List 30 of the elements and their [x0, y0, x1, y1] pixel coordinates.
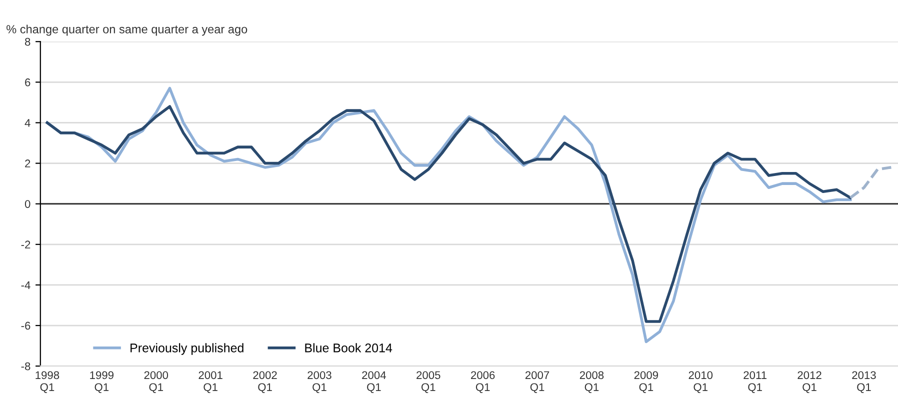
x-tick-label: 2011 Q1 — [744, 371, 766, 394]
line-series — [848, 166, 893, 200]
legend-label: Blue Book 2014 — [305, 343, 392, 352]
y-tick-label: -2 — [21, 240, 30, 248]
x-tick-label: 2006 Q1 — [471, 371, 495, 394]
y-tick-label: 2 — [25, 160, 30, 168]
y-tick-label: -4 — [21, 281, 30, 289]
legend-label: Previously published — [130, 343, 244, 355]
y-tick-label: -6 — [21, 322, 30, 330]
x-tick-label: 2003 Q1 — [308, 371, 332, 394]
x-tick-label: 1998 Q1 — [36, 371, 60, 394]
y-tick-label: -8 — [21, 362, 30, 370]
y-tick-label: 4 — [24, 119, 30, 127]
y-tick-label: 6 — [25, 78, 30, 86]
x-tick-label: 2009 Q1 — [634, 371, 658, 394]
x-tick-label: 2001 Q1 — [198, 371, 222, 394]
x-tick-label: 2013 Q1 — [852, 371, 876, 394]
x-tick-label: 2002 Q1 — [253, 371, 277, 394]
x-tick-label: 2008 Q1 — [580, 371, 604, 394]
y-tick-label: 8 — [24, 38, 30, 46]
x-tick-label: 2005 Q1 — [416, 371, 440, 394]
x-tick-label: 1999 Q1 — [90, 371, 114, 394]
x-tick-label: 2012 Q1 — [798, 371, 822, 394]
x-tick-label: 2007 Q1 — [525, 371, 550, 394]
x-tick-label: 2004 Q1 — [362, 371, 386, 394]
x-tick-label: 2010 Q1 — [688, 371, 713, 394]
chart-title: % change quarter on same quarter a year ago — [6, 24, 248, 36]
x-tick-label: 2000 Q1 — [144, 371, 168, 394]
y-tick-label: 0 — [24, 200, 30, 208]
line-series — [46, 105, 852, 323]
